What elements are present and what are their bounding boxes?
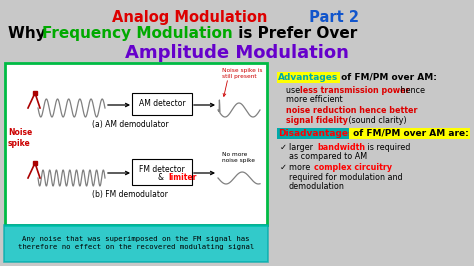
Text: Disadvantages: Disadvantages	[278, 129, 354, 138]
Text: as compared to AM: as compared to AM	[289, 152, 367, 161]
Text: Frequency Modulation: Frequency Modulation	[42, 26, 233, 41]
Text: ✓: ✓	[280, 163, 287, 172]
Text: demodulation: demodulation	[289, 182, 345, 191]
Text: Part 2: Part 2	[304, 10, 359, 25]
Text: (a) AM demodulator: (a) AM demodulator	[91, 120, 168, 129]
FancyBboxPatch shape	[132, 93, 192, 115]
Text: signal fidelity: signal fidelity	[286, 116, 348, 125]
Text: (b) FM demodulator: (b) FM demodulator	[92, 190, 168, 199]
Text: is required: is required	[365, 143, 410, 152]
Text: hence: hence	[398, 86, 425, 95]
Text: Noise
spike: Noise spike	[8, 128, 32, 148]
FancyBboxPatch shape	[4, 225, 268, 262]
Text: ✓: ✓	[280, 143, 287, 152]
Text: Amplitude Modulation: Amplitude Modulation	[125, 44, 349, 62]
FancyBboxPatch shape	[5, 63, 267, 225]
Text: bandwidth: bandwidth	[317, 143, 365, 152]
Text: No more
noise spike: No more noise spike	[222, 152, 255, 163]
Text: is Prefer Over: is Prefer Over	[233, 26, 357, 41]
Text: Any noise that was superimposed on the FM signal has
therefore no effect on the : Any noise that was superimposed on the F…	[18, 235, 254, 251]
Text: complex circuitry: complex circuitry	[314, 163, 392, 172]
Text: less transmission power: less transmission power	[300, 86, 410, 95]
Text: FM detector: FM detector	[139, 164, 185, 173]
Text: required for modulation and: required for modulation and	[289, 173, 402, 182]
Text: Why: Why	[8, 26, 51, 41]
Text: limiter: limiter	[168, 173, 196, 182]
Text: of FM/PM over AM:: of FM/PM over AM:	[338, 73, 437, 82]
Text: more: more	[289, 163, 313, 172]
Text: noise reduction hence better: noise reduction hence better	[286, 106, 418, 115]
Text: AM detector: AM detector	[139, 99, 185, 109]
Text: Analog Modulation: Analog Modulation	[112, 10, 267, 25]
Text: more efficient: more efficient	[286, 95, 343, 104]
Text: Noise spike is
still present: Noise spike is still present	[222, 68, 263, 79]
Text: of FM/PM over AM are:: of FM/PM over AM are:	[350, 129, 469, 138]
Text: use: use	[286, 86, 302, 95]
Text: (sound clarity): (sound clarity)	[346, 116, 407, 125]
FancyBboxPatch shape	[132, 159, 192, 185]
Text: &: &	[158, 173, 166, 182]
Text: larger: larger	[289, 143, 316, 152]
Text: Advantages: Advantages	[278, 73, 338, 82]
